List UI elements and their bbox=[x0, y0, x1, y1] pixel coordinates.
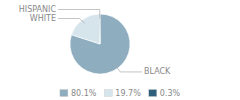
chart-container: HISPANICWHITE BLACK 80.1% 19.7% 0.3% bbox=[0, 0, 240, 100]
leader-line bbox=[58, 10, 100, 19]
legend-swatch bbox=[104, 90, 112, 97]
legend-label: 0.3% bbox=[160, 89, 181, 98]
legend-swatch bbox=[149, 90, 157, 97]
legend-item: 0.3% bbox=[149, 89, 181, 98]
slices bbox=[70, 14, 130, 74]
leader-line bbox=[115, 65, 142, 72]
legend: 80.1% 19.7% 0.3% bbox=[60, 89, 181, 98]
chart: HISPANICWHITE BLACK 80.1% 19.7% 0.3% bbox=[0, 0, 240, 100]
leader-line bbox=[58, 19, 85, 24]
slice-labels: HISPANICWHITE BLACK bbox=[19, 5, 171, 76]
slice-label: WHITE bbox=[30, 14, 56, 23]
legend-label: 80.1% bbox=[71, 89, 97, 98]
slice-label: HISPANIC bbox=[19, 5, 57, 14]
slice bbox=[70, 14, 130, 74]
legend-label: 19.7% bbox=[115, 89, 141, 98]
legend-item: 80.1% bbox=[60, 89, 97, 98]
legend-item: 19.7% bbox=[104, 89, 141, 98]
legend-swatch bbox=[60, 90, 68, 97]
slice-label: BLACK bbox=[144, 67, 171, 76]
